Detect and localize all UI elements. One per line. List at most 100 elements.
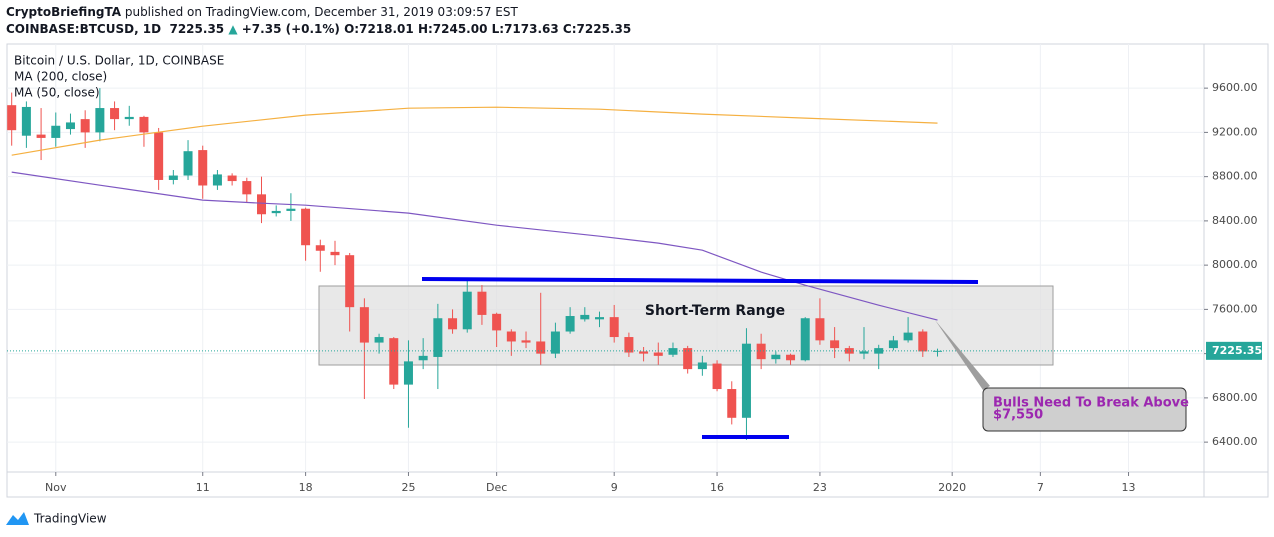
- grid: [7, 44, 1204, 472]
- brand: TradingView: [33, 512, 107, 526]
- last-price-box: [1206, 341, 1262, 360]
- candle-body: [51, 125, 61, 138]
- x-tick-label: 18: [299, 481, 313, 494]
- candle-body: [580, 314, 590, 320]
- candle-body: [756, 343, 766, 360]
- legend-ma50: MA (50, close): [14, 86, 100, 100]
- frame: [6, 43, 1269, 498]
- candle-body: [212, 174, 222, 186]
- candle-body: [462, 291, 472, 330]
- moving-average: [11, 106, 938, 156]
- candle-body: [477, 291, 487, 315]
- callout-text: $7,550: [993, 408, 1043, 423]
- candle-body: [183, 151, 193, 176]
- candle-body: [697, 362, 707, 370]
- symbol: COINBASE:BTCUSD, 1D: [6, 22, 162, 36]
- y-tick-label: 6800.00: [1212, 391, 1258, 404]
- change: +7.35 (+0.1%): [241, 22, 340, 36]
- candle-body: [448, 318, 458, 330]
- candle-body: [345, 255, 355, 308]
- candle-body: [800, 318, 810, 361]
- y-tick-label: 9600.00: [1212, 81, 1258, 94]
- candle-body: [227, 175, 237, 182]
- candle-body: [374, 337, 384, 343]
- candle-body: [786, 354, 796, 361]
- x-tick-label: 9: [611, 481, 618, 494]
- candle-body: [139, 116, 149, 133]
- x-tick-label: Dec: [486, 481, 507, 494]
- candle-body: [389, 338, 399, 385]
- candle-body: [95, 108, 105, 133]
- candle-body: [903, 332, 913, 341]
- y-tick-label: 9200.00: [1212, 125, 1258, 138]
- x-tick-label: 7: [1037, 481, 1044, 494]
- x-tick-label: 11: [196, 481, 210, 494]
- candle-body: [844, 348, 854, 354]
- author: CryptoBriefingTA: [6, 5, 122, 19]
- callout-box: [982, 387, 1187, 432]
- candle-body: [7, 105, 17, 131]
- candle-body: [888, 340, 898, 349]
- candle-body: [492, 313, 502, 331]
- candle-body: [433, 318, 443, 357]
- candle-body: [565, 316, 575, 332]
- close: C:7225.35: [562, 22, 632, 36]
- logo-icon: [6, 512, 29, 525]
- arrow: ▲: [228, 22, 238, 36]
- quote-line: COINBASE:BTCUSD, 1D 7225.35 ▲ +7.35 (+0.…: [6, 21, 631, 38]
- candle-body: [609, 317, 619, 338]
- y-tick-label: 6400.00: [1212, 435, 1258, 448]
- candle-body: [683, 348, 693, 370]
- legend-ma200: MA (200, close): [14, 70, 107, 84]
- y-tick-label: 7600.00: [1212, 302, 1258, 315]
- x-tick-label: 13: [1122, 481, 1136, 494]
- x-tick-label: 25: [401, 481, 415, 494]
- resistance-line: [421, 277, 979, 284]
- candle-body: [21, 106, 31, 136]
- candle-body: [154, 132, 164, 180]
- callout-text: Bulls Need To Break Above: [993, 396, 1189, 411]
- candle-body: [712, 363, 722, 390]
- candle-body: [168, 175, 178, 180]
- y-tick-label: 8800.00: [1212, 170, 1258, 183]
- candle-body: [242, 181, 252, 195]
- candle-body: [403, 361, 413, 385]
- logo: TradingView: [6, 512, 107, 526]
- open: O:7218.01: [344, 22, 414, 36]
- candle-body: [624, 337, 634, 353]
- published: published on TradingView.com, December 3…: [124, 5, 518, 19]
- candle-body: [859, 351, 869, 354]
- candle-body: [315, 245, 325, 251]
- candle-body: [271, 210, 281, 214]
- candle-body: [918, 331, 928, 352]
- candle-body: [653, 352, 663, 356]
- x-tick-label: Nov: [45, 481, 67, 494]
- candle-body: [815, 318, 825, 341]
- candle-body: [727, 389, 737, 418]
- candle-body: [359, 307, 369, 343]
- candle-body: [536, 341, 546, 354]
- candle-body: [771, 354, 781, 360]
- candle-body: [330, 251, 340, 256]
- y-tick-label: 8400.00: [1212, 214, 1258, 227]
- header: CryptoBriefingTA published on TradingVie…: [6, 4, 631, 38]
- candle-body: [830, 340, 840, 349]
- candle-body: [65, 122, 75, 130]
- plot: [7, 88, 1204, 440]
- callout-pointer: [935, 320, 990, 390]
- candle-body: [36, 134, 46, 138]
- candle-body: [550, 331, 560, 354]
- low: L:7173.63: [491, 22, 559, 36]
- x-tick-label: 2020: [938, 481, 966, 494]
- high: H:7245.00: [417, 22, 488, 36]
- x-tick-label: 16: [710, 481, 724, 494]
- candle-body: [80, 119, 90, 133]
- candle-body: [257, 194, 267, 215]
- candle-body: [639, 351, 649, 354]
- y-tick-label: 8000.00: [1212, 258, 1258, 271]
- candle-body: [110, 108, 120, 120]
- publish-line: CryptoBriefingTA published on TradingVie…: [6, 4, 631, 21]
- price: 7225.35: [169, 22, 225, 36]
